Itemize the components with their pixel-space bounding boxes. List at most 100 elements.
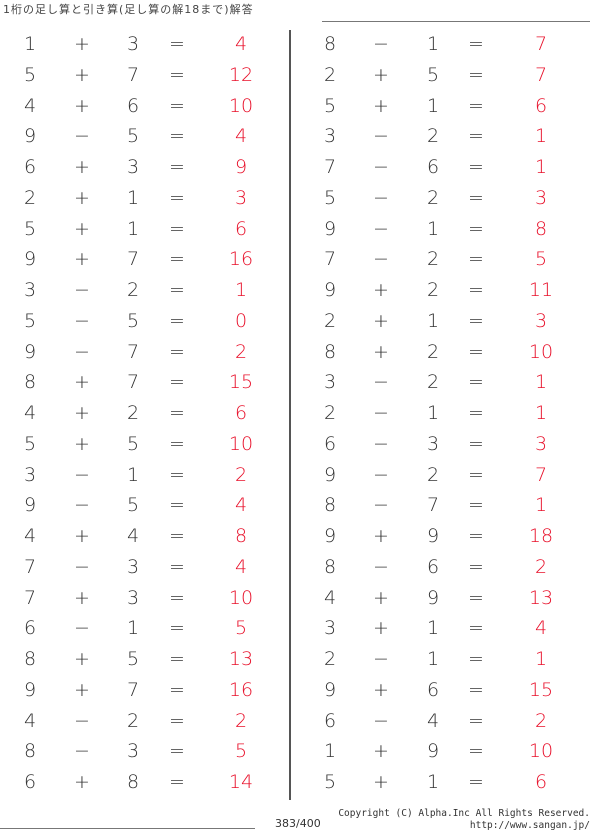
operator: + [74, 771, 90, 793]
operand-b: 7 [126, 371, 140, 394]
column-divider [289, 30, 291, 800]
operand-a: 8 [23, 740, 37, 763]
equals: = [169, 678, 185, 701]
equals: = [169, 248, 185, 271]
operand-a: 3 [323, 125, 337, 148]
answer: 5 [234, 740, 248, 763]
answer: 1 [534, 494, 548, 517]
operator: + [373, 340, 389, 363]
operator: − [74, 494, 90, 517]
equals: = [468, 94, 484, 117]
equals: = [169, 156, 185, 178]
operand-b: 2 [426, 463, 440, 486]
answer: 3 [234, 186, 248, 209]
site-url: http://www.sangan.jp/ [469, 820, 590, 831]
answer: 1 [534, 648, 548, 670]
equals: = [468, 402, 484, 424]
page-number: 383/400 [275, 817, 321, 830]
answer: 7 [534, 63, 548, 86]
operand-b: 7 [126, 340, 140, 363]
equals: = [169, 309, 185, 332]
operand-a: 7 [323, 156, 337, 178]
equals: = [468, 186, 484, 209]
answer: 10 [228, 432, 254, 455]
operator: − [373, 125, 389, 148]
operand-a: 4 [23, 94, 37, 117]
answer: 1 [534, 402, 548, 424]
operator: − [373, 463, 389, 486]
operand-a: 4 [23, 402, 37, 424]
answer: 4 [234, 125, 248, 148]
operand-a: 2 [23, 186, 37, 209]
operand-a: 2 [323, 648, 337, 670]
operand-b: 2 [126, 709, 140, 732]
equals: = [468, 463, 484, 486]
answer: 1 [234, 279, 248, 301]
operand-a: 4 [323, 586, 337, 609]
operator: + [373, 586, 389, 609]
operand-b: 1 [426, 309, 440, 332]
equals: = [468, 525, 484, 547]
equals: = [468, 217, 484, 240]
operand-a: 7 [323, 248, 337, 271]
operator: − [373, 33, 389, 55]
operand-b: 1 [426, 94, 440, 117]
operand-a: 9 [323, 525, 337, 547]
operand-a: 8 [23, 648, 37, 670]
operand-a: 5 [23, 217, 37, 240]
answer: 1 [534, 125, 548, 148]
operator: + [74, 217, 90, 240]
equals: = [169, 617, 185, 640]
operator: + [373, 678, 389, 701]
copyright-block: Copyright (C) Alpha.Inc All Rights Reser… [338, 808, 590, 832]
equals: = [169, 432, 185, 455]
operand-a: 4 [23, 709, 37, 732]
operand-a: 9 [323, 463, 337, 486]
operator: + [373, 617, 389, 640]
operator: + [74, 402, 90, 424]
equals: = [468, 586, 484, 609]
equals: = [169, 125, 185, 148]
operand-b: 1 [126, 186, 140, 209]
operand-b: 2 [426, 371, 440, 394]
operator: + [74, 248, 90, 271]
answer: 5 [534, 248, 548, 271]
operator: − [373, 402, 389, 424]
answer: 10 [528, 340, 554, 363]
equals: = [468, 555, 484, 578]
answer: 6 [234, 402, 248, 424]
answer: 13 [228, 648, 254, 670]
operand-b: 7 [126, 248, 140, 271]
operator: + [373, 525, 389, 547]
operand-a: 9 [323, 678, 337, 701]
operand-a: 2 [323, 402, 337, 424]
answer: 4 [534, 617, 548, 640]
answer: 13 [528, 586, 554, 609]
operator: − [373, 555, 389, 578]
operand-b: 2 [426, 248, 440, 271]
equals: = [468, 156, 484, 178]
answer: 10 [528, 740, 554, 763]
equals: = [169, 525, 185, 547]
operand-b: 6 [426, 555, 440, 578]
answer: 11 [528, 279, 554, 301]
equals: = [468, 432, 484, 455]
equals: = [468, 340, 484, 363]
operand-b: 2 [426, 279, 440, 301]
name-line [322, 21, 590, 22]
operator: − [373, 248, 389, 271]
answer: 5 [234, 617, 248, 640]
equals: = [169, 402, 185, 424]
answer: 4 [234, 555, 248, 578]
operator: + [373, 94, 389, 117]
operand-b: 8 [126, 771, 140, 793]
operand-b: 2 [126, 402, 140, 424]
operator: + [74, 678, 90, 701]
operand-b: 5 [126, 432, 140, 455]
answer: 2 [234, 709, 248, 732]
answer: 6 [534, 771, 548, 793]
answer: 2 [234, 340, 248, 363]
operand-a: 9 [323, 217, 337, 240]
answer: 12 [228, 63, 254, 86]
operand-a: 9 [23, 678, 37, 701]
